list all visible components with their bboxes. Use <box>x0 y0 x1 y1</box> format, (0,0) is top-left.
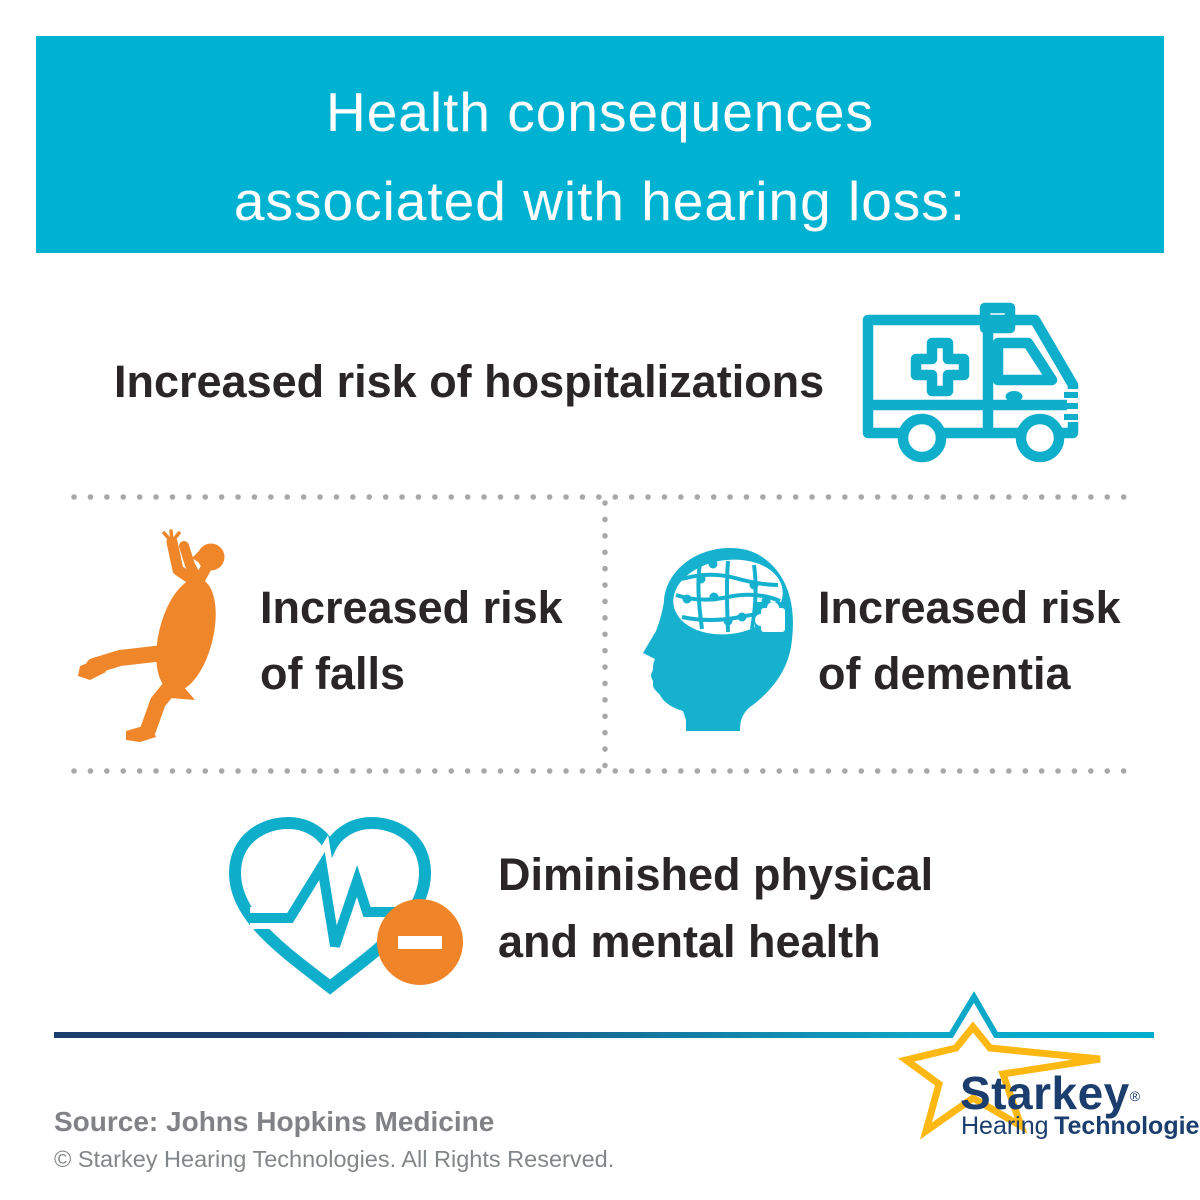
header-banner: Health consequences associated with hear… <box>36 36 1164 253</box>
dotted-divider-bottom <box>71 768 1131 774</box>
header-title-line1: Health consequences <box>326 81 874 143</box>
dotted-divider-top <box>71 494 1131 500</box>
brand-name: Starkey <box>960 1067 1130 1119</box>
diminished-health-label: Diminished physical and mental health <box>498 841 933 975</box>
starkey-tagline: Hearing Technologies <box>961 1112 1200 1141</box>
dementia-label-line2: of dementia <box>818 648 1071 699</box>
starkey-wordmark: Starkey® <box>960 1066 1141 1120</box>
falls-label-line1: Increased risk <box>260 582 563 633</box>
minus-circle-icon <box>377 899 463 985</box>
copyright-text: © Starkey Hearing Technologies. All Righ… <box>54 1146 615 1172</box>
dementia-label-line1: Increased risk <box>818 582 1121 633</box>
star-outline <box>897 1021 1101 1140</box>
hospitalizations-label: Increased risk of hospitalizations <box>114 356 825 407</box>
ambulance-icon <box>862 302 1081 463</box>
falling-person-icon <box>78 529 225 742</box>
tagline-hearing: Hearing <box>961 1112 1049 1140</box>
falls-label-line2: of falls <box>260 648 406 699</box>
source-text: Source: Johns Hopkins Medicine <box>54 1106 495 1137</box>
dotted-divider-vertical <box>602 500 608 772</box>
heart-ekg-minus-icon <box>228 816 463 995</box>
tagline-technologies: Technologies <box>1054 1112 1200 1140</box>
head-brain-puzzle-icon <box>643 548 793 731</box>
diminished-health-line2: and mental health <box>498 916 881 967</box>
starkey-star-logo <box>54 985 1154 1140</box>
registered-mark: ® <box>1129 1088 1141 1104</box>
diminished-health-line1: Diminished physical <box>498 849 934 900</box>
header-title-line2: associated with hearing loss: <box>233 170 967 232</box>
dementia-label: Increased risk of dementia <box>818 575 1121 707</box>
heartbeat-rule <box>54 991 1154 1038</box>
falls-label: Increased risk of falls <box>260 575 563 707</box>
